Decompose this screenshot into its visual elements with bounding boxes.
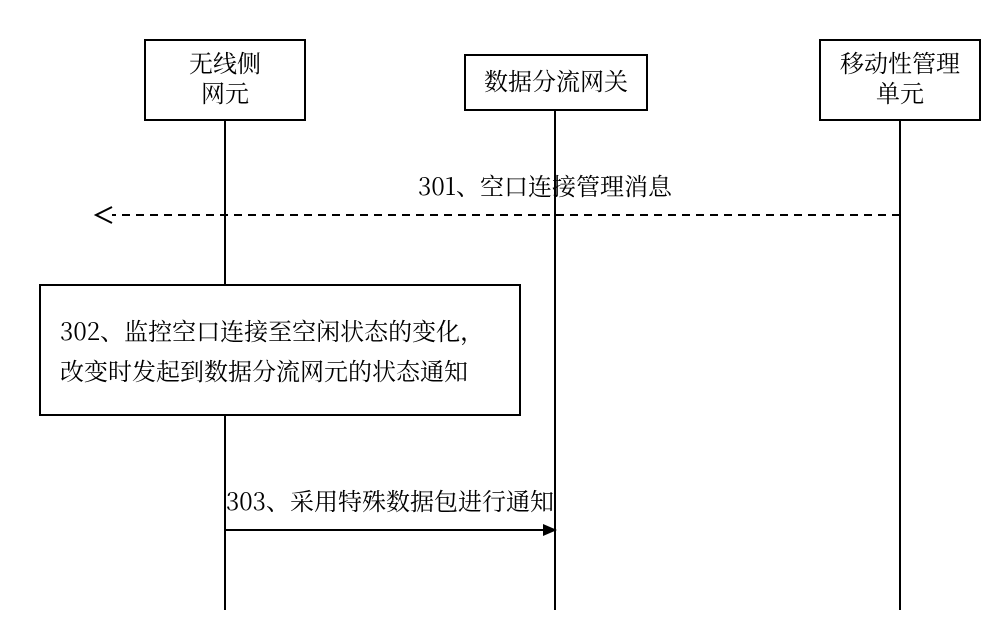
- action-box-302-line2: 改变时发起到数据分流网元的状态通知: [60, 352, 468, 387]
- participant-label-p3-line2: 单元: [876, 74, 924, 109]
- message-label-301: 301、空口连接管理消息: [418, 167, 673, 202]
- participant-label-p2-line1: 数据分流网关: [484, 62, 628, 97]
- message-arrowhead-301: [96, 207, 112, 223]
- participant-label-p1-line2: 网元: [201, 74, 249, 109]
- sequence-diagram: 无线侧 网元 数据分流网关 移动性管理 单元 301、空口连接管理消息 302、…: [0, 0, 1000, 625]
- message-label-303: 303、采用特殊数据包进行通知: [226, 482, 554, 517]
- action-box-302: [40, 285, 520, 415]
- action-box-302-line1: 302、监控空口连接至空闲状态的变化，: [60, 312, 484, 347]
